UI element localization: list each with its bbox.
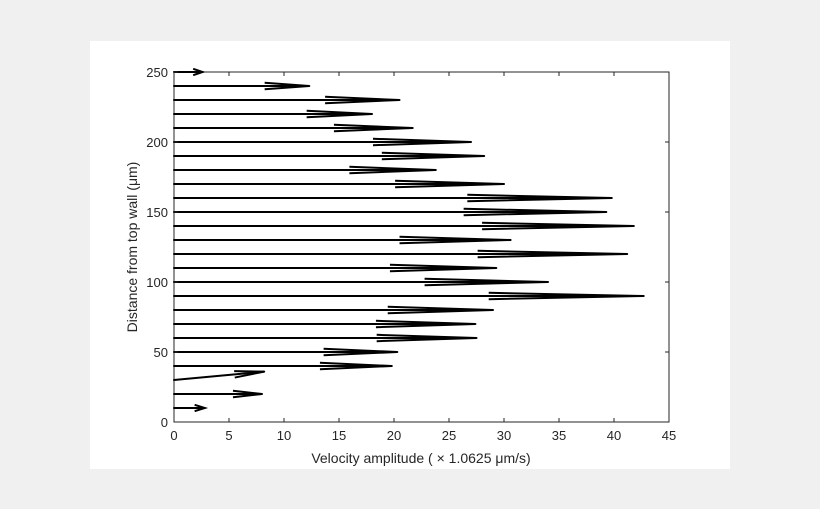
arrow-head (306, 109, 373, 119)
velocity-arrow (173, 370, 266, 381)
x-tick-label: 45 (662, 428, 676, 443)
x-axis-label: Velocity amplitude ( × 1.0625 μm/s) (311, 450, 530, 466)
velocity-arrow (173, 221, 635, 231)
y-tick-label: 200 (146, 135, 168, 150)
arrow-head (376, 333, 477, 343)
x-tick-label: 0 (170, 428, 177, 443)
velocity-arrow (173, 193, 613, 203)
arrow-head (349, 165, 436, 175)
arrow-head (395, 179, 505, 189)
x-tick-label: 35 (552, 428, 566, 443)
arrow-head (389, 263, 497, 273)
velocity-arrow (173, 291, 645, 301)
arrow-head (381, 151, 485, 161)
y-axis-label: Distance from top wall (μm) (124, 162, 140, 333)
velocity-arrow (173, 165, 437, 175)
velocity-arrow (173, 95, 401, 105)
velocity-arrow (173, 305, 494, 315)
velocity-arrow (173, 403, 209, 413)
velocity-arrow (173, 81, 311, 91)
plot-area (173, 71, 670, 423)
arrow-head (488, 291, 644, 301)
y-tick-label: 50 (154, 345, 168, 360)
velocity-arrow (173, 249, 629, 259)
arrow-head (399, 235, 511, 245)
velocity-arrow (173, 109, 373, 119)
x-tick-label: 30 (497, 428, 511, 443)
y-tick-label: 100 (146, 275, 168, 290)
x-tick-label: 20 (387, 428, 401, 443)
arrow-head (264, 81, 310, 91)
velocity-arrow (173, 389, 263, 399)
arrow-head (323, 347, 398, 357)
y-tick-label: 150 (146, 205, 168, 220)
arrow-head (333, 123, 413, 133)
arrow-shaft (173, 370, 266, 381)
velocity-arrow (173, 277, 549, 287)
velocity-arrow (173, 235, 512, 245)
arrow-head (424, 277, 549, 287)
x-tick-label: 40 (607, 428, 621, 443)
x-tick-label: 10 (277, 428, 291, 443)
arrow-head (372, 137, 472, 147)
velocity-arrow (173, 347, 399, 357)
velocity-arrow (173, 67, 206, 77)
velocity-arrow (173, 263, 498, 273)
velocity-arrow (173, 207, 608, 217)
x-tick-label: 25 (442, 428, 456, 443)
arrow-head (319, 361, 392, 371)
velocity-arrow (173, 179, 505, 189)
velocity-arrow (173, 151, 486, 161)
x-tick-label: 15 (332, 428, 346, 443)
x-tick-label: 5 (225, 428, 232, 443)
velocity-arrow (173, 361, 393, 371)
arrow-head (463, 207, 607, 217)
arrows-layer (173, 67, 645, 413)
arrow-head (387, 305, 494, 315)
velocity-arrow (173, 333, 478, 343)
velocity-arrow (173, 123, 414, 133)
y-tick-label: 250 (146, 65, 168, 80)
velocity-arrow (173, 137, 472, 147)
arrow-head (192, 67, 206, 77)
arrow-head (467, 193, 612, 203)
y-tick-label: 0 (161, 415, 168, 430)
velocity-arrow (173, 319, 477, 329)
arrow-head (194, 403, 209, 413)
arrow-head (325, 95, 400, 105)
arrow-head (232, 389, 263, 399)
arrow-head (477, 249, 628, 259)
arrow-head (375, 319, 476, 329)
arrow-head (482, 221, 634, 231)
arrow-head (234, 370, 265, 379)
ticks-layer: 0 5 10 15 20 25 30 35 40 45 0 50 100 150 200 250 (146, 65, 676, 443)
